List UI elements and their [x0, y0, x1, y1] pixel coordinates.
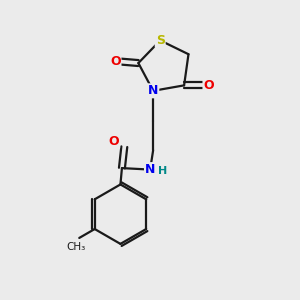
Text: N: N: [148, 84, 158, 97]
Text: O: O: [110, 55, 121, 68]
Text: N: N: [145, 163, 155, 176]
Text: H: H: [158, 166, 167, 176]
Text: O: O: [203, 79, 214, 92]
Text: O: O: [109, 135, 119, 148]
Text: S: S: [156, 34, 165, 47]
Text: CH₃: CH₃: [66, 242, 85, 251]
